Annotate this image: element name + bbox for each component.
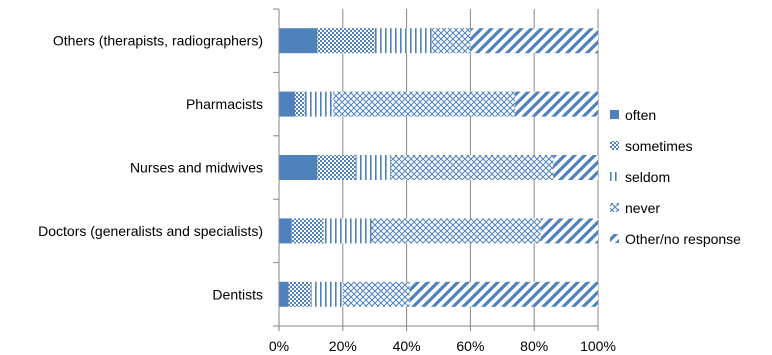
category-label-nurses-and-midwives: Nurses and midwives: [130, 160, 263, 176]
bar-others-therapists-radiographers-never: [432, 28, 471, 54]
bar-group-dentists: [279, 281, 598, 307]
bar-others-therapists-radiographers-seldom: [374, 28, 433, 54]
axes: [273, 8, 598, 327]
legend-swatch-sometimes: [610, 141, 619, 150]
legend-label-never: never: [625, 200, 660, 216]
legend-item-sometimes: sometimes: [610, 138, 693, 154]
bar-group-nurses-and-midwives: [279, 155, 598, 180]
bar-nurses-and-midwives-other-no-response: [553, 155, 598, 180]
legend-item-other-no-response: Other/no response: [610, 231, 741, 247]
bar-dentists-often: [279, 281, 289, 307]
bar-group-doctors-generalists-and-specialists: [279, 218, 598, 244]
bar-nurses-and-midwives-never: [390, 155, 554, 180]
bar-doctors-generalists-and-specialists-never: [371, 218, 541, 244]
category-label-pharmacists: Pharmacists: [186, 96, 263, 112]
x-tick-40: 40%: [393, 338, 421, 354]
legend-swatch-seldom: [610, 172, 619, 181]
bar-nurses-and-midwives-sometimes: [317, 155, 356, 180]
bar-pharmacists-never: [333, 91, 516, 117]
bar-pharmacists-other-no-response: [515, 91, 598, 117]
bar-others-therapists-radiographers-often: [279, 28, 318, 54]
bar-nurses-and-midwives-often: [279, 155, 318, 180]
legend-item-often: often: [610, 107, 656, 123]
bar-pharmacists-seldom: [304, 91, 334, 117]
bar-dentists-other-no-response: [409, 281, 598, 307]
x-tick-60: 60%: [456, 338, 484, 354]
x-tick-0: 0%: [269, 338, 289, 354]
bar-doctors-generalists-and-specialists-other-no-response: [540, 218, 598, 244]
legend-label-other-no-response: Other/no response: [625, 231, 741, 247]
category-labels: Others (therapists, radiographers) Pharma…: [38, 33, 263, 303]
legend-label-seldom: seldom: [625, 169, 670, 185]
bars: [279, 28, 598, 307]
x-tick-100: 100%: [580, 338, 616, 354]
legend-swatch-other-no-response: [610, 234, 619, 243]
legend-label-sometimes: sometimes: [625, 138, 693, 154]
legend-label-often: often: [625, 107, 656, 123]
legend-swatch-often: [610, 110, 619, 119]
x-tick-20: 20%: [329, 338, 357, 354]
legend-item-seldom: seldom: [610, 169, 670, 185]
legend-swatch-never: [610, 203, 619, 212]
bar-others-therapists-radiographers-sometimes: [317, 28, 375, 54]
legend-item-never: never: [610, 200, 660, 216]
bar-group-others-therapists-radiographers: [279, 28, 598, 54]
bar-doctors-generalists-and-specialists-seldom: [323, 218, 372, 244]
category-label-dentists: Dentists: [212, 286, 263, 302]
tick-labels: 0% 20% 40% 60% 80% 100%: [269, 338, 616, 354]
category-label-doctors-generalists-and-specialists: Doctors (generalists and specialists): [38, 223, 263, 239]
category-label-others-therapists-radiographers: Others (therapists, radiographers): [53, 33, 263, 49]
bar-dentists-sometimes: [288, 281, 311, 307]
legend: often sometimes seldom never Other/no respon…: [610, 107, 741, 247]
x-tick-80: 80%: [520, 338, 548, 354]
bar-group-pharmacists: [279, 91, 598, 117]
bar-nurses-and-midwives-seldom: [355, 155, 391, 180]
bar-doctors-generalists-and-specialists-often: [279, 218, 292, 244]
bar-doctors-generalists-and-specialists-sometimes: [291, 218, 324, 244]
bar-others-therapists-radiographers-other-no-response: [470, 28, 598, 54]
bar-dentists-never: [342, 281, 410, 307]
bar-dentists-seldom: [310, 281, 343, 307]
bar-pharmacists-often: [279, 91, 295, 117]
bar-pharmacists-sometimes: [294, 91, 305, 117]
